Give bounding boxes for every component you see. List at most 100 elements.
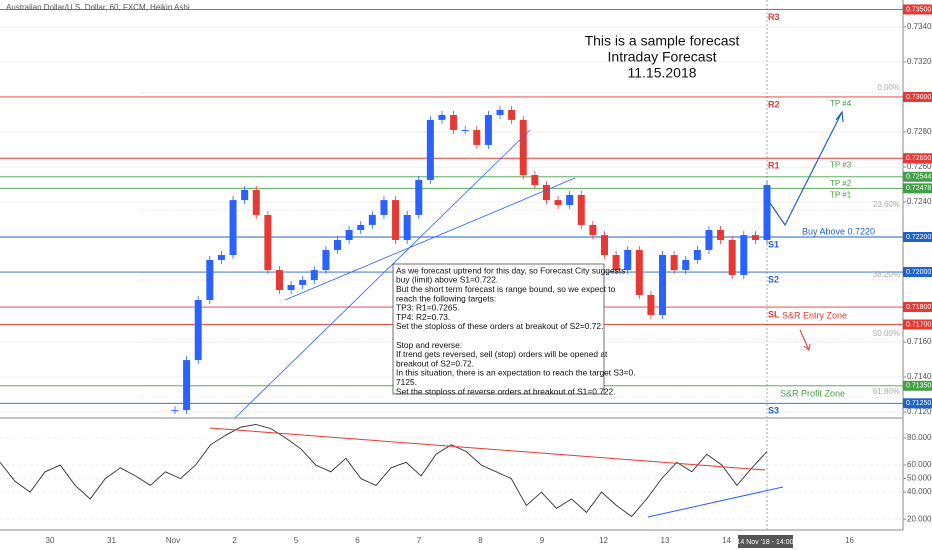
candle — [751, 235, 759, 240]
fib-label: 50.00% — [873, 329, 900, 338]
note-line: buy (limit) above S1=0.722. — [396, 275, 498, 285]
cursor-label: 14 Nov '18 - 14:00 — [737, 539, 794, 546]
candle — [554, 200, 562, 205]
x-tick-label: Nov — [166, 536, 180, 545]
x-tick-label: 13 — [661, 536, 670, 545]
candle — [705, 230, 713, 250]
y-tick-label: 40.0000 — [907, 487, 932, 496]
level-label: 0.72650 — [906, 155, 931, 162]
x-tick-label: 7 — [417, 536, 422, 545]
candle — [299, 280, 307, 285]
note-line: As we forecast uptrend for this day, so … — [396, 265, 625, 275]
fib-label: 38.20% — [873, 270, 900, 279]
candle — [252, 189, 260, 215]
candle — [380, 200, 388, 215]
note-line: breakout of S2=0.72. — [396, 358, 474, 368]
y-tick-label: 50.0000 — [907, 474, 932, 483]
candle — [682, 259, 690, 271]
y-tick-label: 20.0000 — [907, 514, 932, 523]
target-tag: TP #4 — [830, 99, 852, 108]
candle — [450, 115, 458, 131]
fib-label: 61.80% — [873, 387, 900, 396]
candle — [275, 270, 283, 291]
level-tag: R2 — [768, 99, 780, 109]
candle — [670, 255, 678, 271]
note-line: reach the following targets: — [396, 293, 496, 303]
forecast-title: 11.15.2018 — [627, 65, 696, 81]
x-tick-label: 16 — [845, 536, 854, 545]
fib-label: 23.60% — [873, 200, 900, 209]
candle — [542, 185, 550, 201]
candle — [206, 259, 214, 301]
symbol-header: Australian Dollar/U.S. Dollar, 60, FXCM,… — [6, 3, 190, 12]
candle — [600, 235, 608, 256]
candle — [635, 249, 643, 295]
candle — [310, 270, 318, 281]
level-box — [903, 183, 932, 194]
candle — [519, 119, 527, 176]
annotation: S&R Profit Zone — [780, 388, 845, 398]
note-line: TP3: R1=0.7265. — [396, 303, 460, 313]
candle — [438, 115, 446, 120]
candle — [368, 214, 376, 225]
level-label: 0.72000 — [906, 269, 931, 276]
forecast-arrow — [767, 111, 843, 227]
candle — [693, 249, 701, 260]
candle — [345, 230, 353, 240]
trend-line — [234, 129, 531, 419]
candle — [508, 109, 516, 120]
level-label: 0.72200 — [906, 234, 931, 241]
x-tick-label: 9 — [540, 536, 545, 545]
level-label: 0.73000 — [906, 94, 931, 101]
level-tag: S1 — [768, 239, 779, 249]
forecast-title: This is a sample forecast — [585, 33, 740, 49]
annotation: Buy Above 0.7220 — [802, 226, 875, 236]
candle — [484, 115, 492, 145]
candle — [531, 175, 539, 186]
level-label: 0.71350 — [906, 383, 931, 390]
candle — [217, 255, 225, 260]
level-label: 0.72544 — [906, 174, 931, 181]
candle — [426, 119, 434, 180]
trend-line — [284, 177, 576, 301]
level-box — [903, 302, 932, 313]
candle — [241, 189, 249, 201]
candle — [577, 194, 585, 225]
x-tick-label: 5 — [294, 536, 299, 545]
candle — [171, 410, 179, 412]
candle — [322, 249, 330, 271]
x-tick-label: 31 — [107, 536, 116, 545]
trend-line — [647, 486, 784, 518]
rsi-line — [0, 424, 768, 518]
level-label: 0.71250 — [906, 400, 931, 407]
candle — [264, 214, 272, 271]
level-box — [903, 232, 932, 243]
arrow-head — [803, 343, 811, 351]
candle — [566, 194, 574, 205]
note: As we forecast uptrend for this day, so … — [396, 265, 636, 396]
arrow — [799, 329, 810, 351]
level-box — [903, 153, 932, 164]
note-line: 7125. — [396, 377, 417, 387]
x-tick-label: 6 — [355, 536, 360, 545]
level-box — [903, 91, 932, 102]
cursor-box — [738, 535, 793, 548]
candle — [357, 224, 365, 231]
level-box — [903, 171, 932, 182]
note-line: But the short term forecast is range bou… — [396, 284, 616, 294]
level-box — [903, 398, 932, 409]
note-line: Stop and reverse: — [396, 340, 462, 350]
x-tick-label: 30 — [46, 536, 55, 545]
candle — [763, 185, 771, 240]
level-label: 0.72478 — [906, 185, 931, 192]
candle — [496, 109, 504, 116]
candle — [287, 284, 295, 291]
